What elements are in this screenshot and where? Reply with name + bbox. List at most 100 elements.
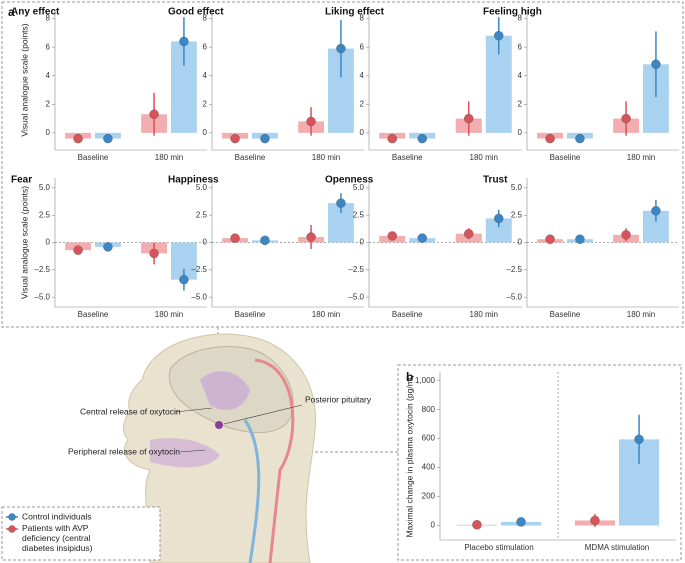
y-tick-label: 4 [203,71,208,80]
y-tick-label: 200 [422,492,436,501]
illustration-label: Peripheral release of oxytocin [68,446,180,456]
y-tick-label: 0 [46,128,51,137]
y-tick-label: –2.5 [506,265,522,274]
chart-title: Fear [11,175,32,186]
y-tick-label: –2.5 [348,265,364,274]
y-tick-label: 6 [360,42,365,51]
y-tick-label: 4 [518,71,523,80]
y-tick-label: 6 [203,42,208,51]
x-tick-label: 180 min [155,310,183,319]
legend-marker [8,525,16,533]
y-tick-label: 2.5 [39,210,51,219]
y-tick-label: 8 [203,14,208,23]
marker [634,434,644,445]
marker [149,109,159,119]
y-tick-label: 0 [203,128,208,137]
panel-b-frame [397,364,682,561]
panel-a-frame [1,1,684,328]
y-tick-label: –5.0 [348,292,364,301]
marker [230,233,240,243]
marker [464,113,474,124]
y-tick-label: 2 [203,99,208,108]
y-tick-label: 0 [360,238,365,247]
marker [575,133,585,144]
y-axis-label: Visual analogue scale (points) [19,186,29,299]
x-tick-label: Baseline [235,310,266,319]
marker [651,59,661,69]
x-tick-label: MDMA stimulation [585,543,649,552]
marker [545,133,555,144]
y-tick-label: 8 [46,14,51,23]
chart-title: Feeling high [483,7,542,18]
marker [306,116,316,127]
x-tick-label: Placebo stimulation [464,543,533,552]
y-tick-label: –5.0 [506,292,522,301]
x-tick-label: Baseline [78,153,109,162]
illustration-label: Posterior pituitary [305,394,372,404]
marker [306,232,316,242]
illustration-label: Central release of oxytocin [80,406,181,416]
legend-marker [8,513,16,521]
panel-label: b [406,370,413,384]
y-tick-label: 8 [360,14,365,23]
y-tick-label: 0 [360,128,365,137]
marker [651,206,661,216]
x-tick-label: 180 min [155,153,183,162]
y-tick-label: 0 [518,238,523,247]
legend-label: Patients with AVP deficiency (central diab… [22,523,93,553]
marker [103,133,113,144]
panel-label: a [8,5,15,19]
x-tick-label: Baseline [235,153,266,162]
x-tick-label: 180 min [627,153,655,162]
y-axis-label: Maximal change in plasma oxytocin (pg/ml… [404,374,414,537]
y-tick-label: 2 [46,99,51,108]
chart-title: Any effect [11,7,60,18]
marker [621,113,631,124]
x-tick-label: 180 min [312,153,340,162]
legend-label: Control individuals [22,511,91,521]
marker [494,31,504,41]
x-tick-label: 180 min [312,310,340,319]
marker [336,43,346,54]
y-tick-label: 0 [518,128,523,137]
marker [417,233,427,243]
marker [103,242,113,252]
y-tick-label: –5.0 [191,292,207,301]
y-tick-label: 6 [46,42,51,51]
y-tick-label: 6 [518,42,523,51]
marker [149,248,159,259]
marker [464,229,474,239]
marker [336,198,346,208]
marker [545,234,555,244]
marker [590,515,600,526]
chart-title: Liking effect [325,7,385,18]
x-tick-label: Baseline [78,310,109,319]
x-tick-label: Baseline [392,153,423,162]
marker [179,274,189,285]
x-tick-label: Baseline [392,310,423,319]
y-tick-label: 2 [518,99,523,108]
chart-title: Good effect [168,7,224,18]
y-tick-label: 4 [360,71,365,80]
y-tick-label: –5.0 [34,292,50,301]
marker [621,230,631,240]
y-tick-label: 2.5 [511,210,523,219]
y-tick-label: 800 [422,405,436,414]
x-tick-label: Baseline [550,310,581,319]
chart-title: Openness [325,175,374,186]
y-tick-label: –2.5 [34,265,50,274]
y-tick-label: 0 [431,521,436,530]
chart-title: Trust [483,175,508,186]
y-tick-label: 600 [422,434,436,443]
marker [73,245,83,255]
y-tick-label: 5.0 [511,183,523,192]
marker [260,235,270,246]
chart-title: Happiness [168,175,219,186]
marker [387,231,397,241]
y-tick-label: –2.5 [191,265,207,274]
y-tick-label: 400 [422,463,436,472]
marker [575,234,585,244]
marker [472,520,482,530]
y-tick-label: 5.0 [353,183,365,192]
